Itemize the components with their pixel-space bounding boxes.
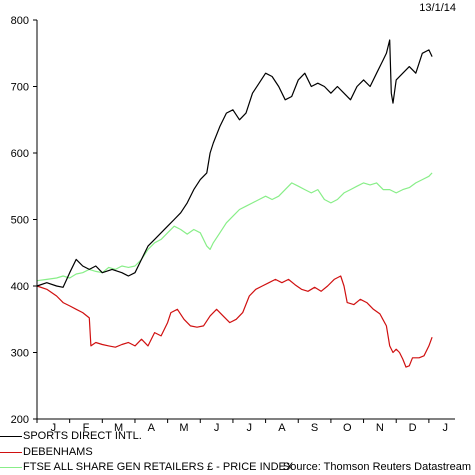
legend-item-sports-direct: SPORTS DIRECT INTL. (0, 430, 142, 442)
series-line-sports (36, 39, 433, 288)
y-tick-label: 600 (11, 148, 29, 160)
legend-label-sports-direct: SPORTS DIRECT INTL. (23, 430, 142, 443)
legend-swatch-debenhams (0, 451, 22, 453)
y-axis-ticks: 200 300 400 500 600 700 800 (11, 15, 37, 426)
y-tick-label: 800 (11, 15, 29, 27)
x-tick-label: M (179, 422, 188, 434)
y-tick-label: 200 (11, 414, 29, 426)
legend-swatch-ftse-retailers (0, 466, 22, 468)
x-tick-label: A (148, 422, 156, 434)
x-tick-label: J (247, 422, 253, 434)
x-tick-label: J (442, 422, 448, 434)
y-tick-label: 700 (11, 82, 29, 94)
legend-swatch-sports-direct (0, 435, 22, 437)
x-tick-label: A (278, 422, 286, 434)
y-tick-label: 300 (11, 348, 29, 360)
x-tick-label: S (311, 422, 318, 434)
series-lines (36, 39, 433, 368)
x-tick-label: D (409, 422, 417, 434)
legend-item-ftse-retailers: FTSE ALL SHARE GEN RETAILERS £ - PRICE I… (0, 461, 293, 473)
y-tick-label: 500 (11, 215, 29, 227)
legend-label-ftse-retailers: FTSE ALL SHARE GEN RETAILERS £ - PRICE I… (23, 461, 294, 474)
x-tick-label: N (376, 422, 384, 434)
x-tick-label: J (51, 422, 57, 434)
x-tick-label: F (83, 422, 90, 434)
date-label: 13/1/14 (419, 2, 456, 14)
source-label: Source: Thomson Reuters Datastream (282, 461, 471, 473)
x-tick-label: O (343, 422, 352, 434)
legend-item-debenhams: DEBENHAMS (0, 446, 93, 458)
y-tick-label: 400 (11, 281, 29, 293)
x-tick-label: J (214, 422, 220, 434)
legend-label-debenhams: DEBENHAMS (23, 446, 93, 459)
series-line-ftse (36, 172, 433, 282)
series-line-debenhams (36, 275, 433, 368)
x-tick-label: M (114, 422, 123, 434)
